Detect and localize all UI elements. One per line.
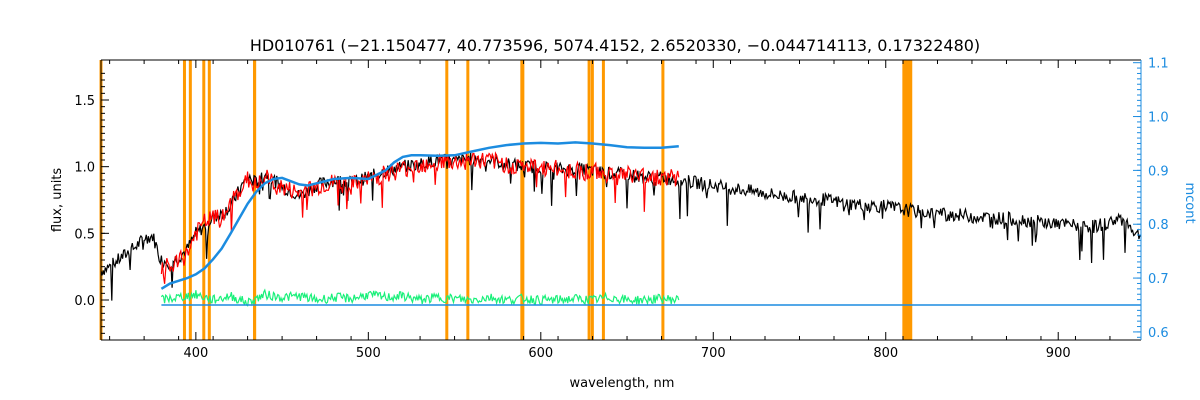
y-tick-label-3: 1.5 (74, 94, 95, 109)
y2-axis-label: mcont (1182, 182, 1197, 223)
x-tick-label-2: 600 (528, 346, 553, 361)
y-tick-label-0: 0.0 (74, 294, 95, 309)
y2-tick-label-3: 0.9 (1148, 164, 1169, 179)
y2-tick-label-1: 0.7 (1148, 272, 1169, 287)
chart-title: HD010761 (−21.150477, 40.773596, 5074.41… (250, 36, 980, 55)
x-tick-label-3: 700 (701, 346, 726, 361)
x-tick-label-4: 800 (873, 346, 898, 361)
series-observed (100, 152, 1142, 301)
series-model (160, 151, 680, 284)
series-residual (160, 288, 680, 307)
x-tick-label-0: 400 (183, 346, 208, 361)
y-tick-label-2: 1.0 (74, 161, 95, 176)
y2-tick-label-0: 0.6 (1148, 326, 1169, 341)
y2-tick-label-2: 0.8 (1148, 218, 1169, 233)
y2-tick-label-5: 1.1 (1148, 57, 1169, 72)
series-layer (100, 141, 1142, 307)
x-tick-label-1: 500 (356, 346, 381, 361)
y-tick-label-1: 0.5 (74, 227, 95, 242)
x-tick-label-5: 900 (1046, 346, 1071, 361)
y2-tick-label-4: 1.0 (1148, 111, 1169, 126)
series-continuum (160, 141, 679, 290)
line-markers (99, 60, 913, 340)
x-axis-label: wavelength, nm (570, 376, 675, 391)
y-axis-label: flux, units (50, 168, 65, 233)
axes: 400 500 600 700 800 900 0.0 0.5 1.0 1.5 0.6 0.7 0.8 0… (74, 57, 1168, 361)
